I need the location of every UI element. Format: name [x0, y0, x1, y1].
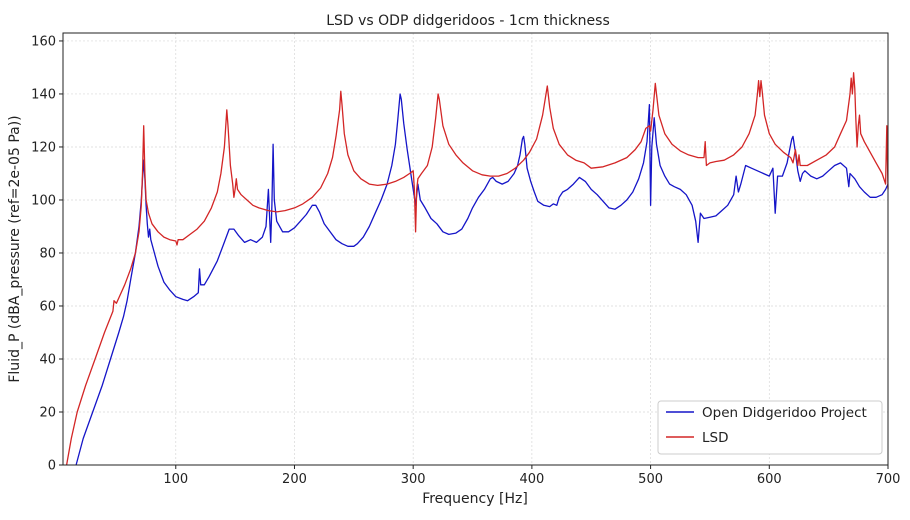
series-line-lsd: [65, 72, 889, 466]
y-tick-label: 160: [31, 34, 56, 49]
x-axis-label: Frequency [Hz]: [422, 491, 528, 507]
series-layer: [65, 72, 889, 466]
y-tick-label: 40: [39, 352, 56, 367]
grid: [63, 33, 889, 466]
y-tick-label: 0: [48, 459, 56, 474]
x-tick-label: 700: [876, 472, 901, 487]
x-axis: 100 200 300 400 500 600 700: [163, 465, 900, 487]
legend-label-lsd: LSD: [702, 430, 729, 446]
x-tick-label: 100: [163, 472, 188, 487]
y-tick-label: 60: [39, 299, 56, 314]
legend-label-odp: Open Didgeridoo Project: [702, 405, 867, 421]
y-tick-label: 20: [39, 405, 56, 420]
x-tick-label: 300: [401, 472, 426, 487]
y-axis-label: Fluid_P (dBA_pressure (ref=2e-05 Pa)): [7, 115, 23, 382]
y-tick-label: 120: [31, 140, 56, 155]
x-tick-label: 500: [638, 472, 663, 487]
y-tick-label: 140: [31, 87, 56, 102]
x-tick-label: 400: [519, 472, 544, 487]
x-tick-label: 600: [757, 472, 782, 487]
y-tick-label: 80: [39, 246, 56, 261]
x-tick-label: 200: [282, 472, 307, 487]
y-axis: 0 20 40 60 80 100 120 140 160: [31, 34, 63, 474]
y-tick-label: 100: [31, 193, 56, 208]
series-line-odp: [75, 93, 889, 466]
plot-frame: [62, 32, 889, 466]
legend-box: [657, 400, 883, 455]
legend: Open Didgeridoo Project LSD: [657, 400, 883, 455]
chart-title: LSD vs ODP didgeridoos - 1cm thickness: [326, 13, 610, 29]
